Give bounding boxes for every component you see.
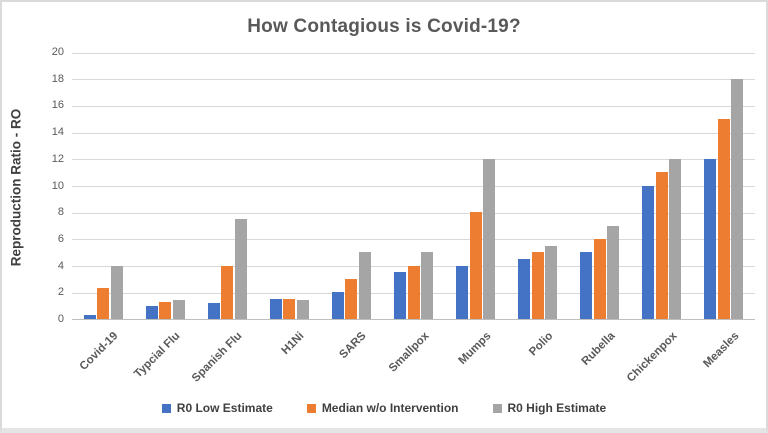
gridline xyxy=(72,52,755,54)
y-axis-tick-label: 8 xyxy=(57,206,64,219)
x-axis-category-label: H1Ni xyxy=(279,330,307,358)
bar-mumps-s1 xyxy=(469,212,482,319)
bar-measles-s2 xyxy=(731,78,744,319)
bar-mumps-s2 xyxy=(483,158,496,319)
y-axis-tick-label: 16 xyxy=(51,99,64,112)
y-axis-tick-label: 4 xyxy=(57,259,64,272)
y-axis-tick-label: 20 xyxy=(51,46,64,58)
legend-label: R0 Low Estimate xyxy=(176,401,273,415)
bar-covid-19-s1 xyxy=(97,288,110,319)
bar-polio-s2 xyxy=(545,245,558,319)
legend-swatch-icon xyxy=(161,403,171,413)
gridline xyxy=(72,239,755,241)
x-axis-category-label: Measles xyxy=(701,330,742,371)
y-axis-tick-label: 6 xyxy=(57,232,64,245)
legend-item: Median w/o Intervention xyxy=(306,401,459,415)
bar-smallpox-s1 xyxy=(407,265,420,319)
legend-label: Median w/o Intervention xyxy=(321,401,459,415)
gridline xyxy=(72,159,755,161)
bar-sars-s2 xyxy=(358,252,371,319)
bar-typcial-flu-s0 xyxy=(145,305,158,319)
legend-swatch-icon xyxy=(306,403,316,413)
bar-smallpox-s0 xyxy=(394,272,406,319)
bar-chickenpox-s2 xyxy=(669,158,682,319)
legend-label: R0 High Estimate xyxy=(507,401,607,415)
y-axis-tick-label: 0 xyxy=(57,313,64,325)
chart-title: How Contagious is Covid-19? xyxy=(247,16,521,37)
legend-item: R0 High Estimate xyxy=(492,401,607,415)
y-axis-tick-label: 10 xyxy=(51,179,64,192)
bar-sars-s1 xyxy=(345,278,358,319)
y-axis-tick-label: 14 xyxy=(51,126,64,139)
bar-polio-s1 xyxy=(531,252,544,319)
gridline xyxy=(72,79,755,81)
y-axis-tick-label: 12 xyxy=(51,152,64,165)
gridline xyxy=(72,132,755,134)
bar-chickenpox-s0 xyxy=(642,185,655,319)
bar-mumps-s0 xyxy=(456,265,469,319)
gridline xyxy=(72,212,755,214)
y-axis-tick-label: 18 xyxy=(51,72,64,85)
bar-rubella-s1 xyxy=(593,238,606,319)
legend-swatch-icon xyxy=(492,403,502,413)
bar-h1ni-s1 xyxy=(283,298,296,319)
bar-smallpox-s2 xyxy=(421,252,433,319)
x-axis-category-label: Spanish Flu xyxy=(190,330,245,385)
bar-h1ni-s2 xyxy=(296,300,309,319)
y-axis-tick-label: 2 xyxy=(57,286,64,299)
bar-spanish-flu-s2 xyxy=(234,218,247,319)
bar-typcial-flu-s1 xyxy=(159,301,172,319)
bar-chickenpox-s1 xyxy=(655,172,668,319)
bar-rubella-s2 xyxy=(607,225,620,319)
bar-spanish-flu-s0 xyxy=(207,302,220,319)
bar-sars-s0 xyxy=(331,292,344,319)
bar-rubella-s0 xyxy=(580,252,593,319)
legend: R0 Low Estimate Median w/o Intervention R0… xyxy=(2,401,766,415)
plot-area xyxy=(72,52,755,320)
bar-measles-s0 xyxy=(704,158,717,319)
bar-measles-s1 xyxy=(717,118,730,319)
legend-item: R0 Low Estimate xyxy=(161,401,273,415)
bar-typcial-flu-s2 xyxy=(172,300,185,319)
bar-polio-s0 xyxy=(518,258,531,319)
bar-covid-19-s0 xyxy=(83,315,96,319)
bar-spanish-flu-s1 xyxy=(221,265,234,319)
bar-covid-19-s2 xyxy=(110,265,123,319)
gridline xyxy=(72,186,755,187)
bar-h1ni-s0 xyxy=(269,298,282,319)
gridline xyxy=(72,105,755,107)
